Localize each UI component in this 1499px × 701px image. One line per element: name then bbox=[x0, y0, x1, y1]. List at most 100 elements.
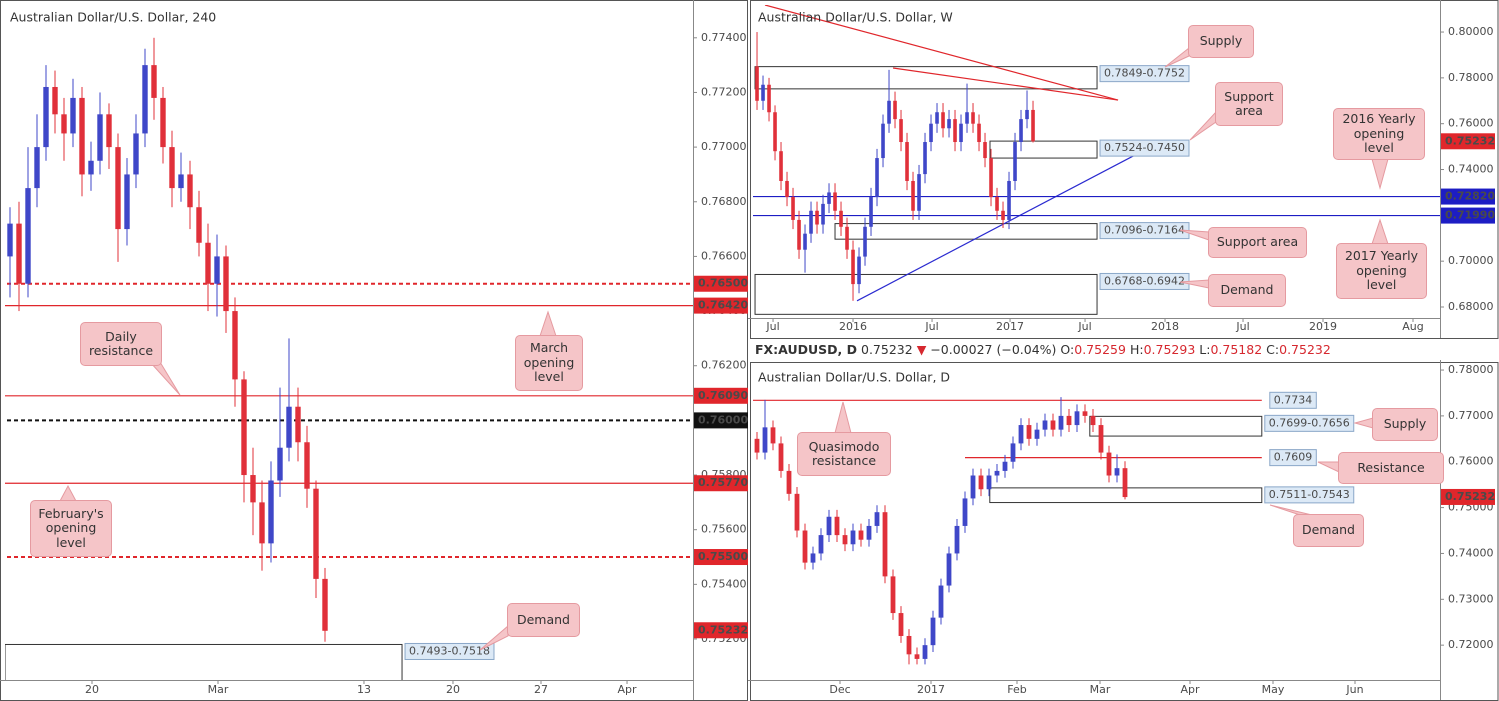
candle-body bbox=[899, 119, 903, 143]
y-tick-label: 0.78000 bbox=[1448, 71, 1494, 84]
candle-body bbox=[977, 123, 981, 143]
candle-body bbox=[277, 447, 283, 481]
zone-label: 0.7511-0.7543 bbox=[1269, 488, 1350, 501]
plot-area bbox=[753, 397, 1263, 665]
candle-body bbox=[962, 498, 968, 526]
candle-body bbox=[34, 147, 40, 189]
candle-body bbox=[983, 142, 987, 159]
candle-body bbox=[833, 192, 837, 211]
price-tag bbox=[694, 622, 748, 639]
plot-area bbox=[5, 37, 693, 680]
candle-body bbox=[930, 617, 936, 646]
x-tick-label: 2017 bbox=[996, 320, 1024, 333]
x-tick-label: Mar bbox=[1090, 683, 1111, 696]
x-tick-label: 27 bbox=[534, 683, 548, 696]
zone-label-box bbox=[1099, 65, 1190, 83]
price-tag-label: 0.75232 bbox=[1445, 490, 1495, 503]
y-tick-label: 0.70000 bbox=[1448, 254, 1494, 267]
candle-body bbox=[851, 249, 855, 285]
candle-body bbox=[778, 443, 784, 471]
candle-body bbox=[88, 160, 94, 175]
candle-body bbox=[839, 210, 843, 227]
candle-body bbox=[914, 654, 920, 659]
candle-body bbox=[169, 147, 175, 189]
candle-body bbox=[845, 226, 849, 250]
price-tag-label: 0.76090 bbox=[698, 389, 748, 402]
x-tick-label: Dec bbox=[829, 683, 850, 696]
price-tag-label: 0.76420 bbox=[698, 299, 748, 312]
pointer bbox=[1371, 218, 1389, 245]
price-tag-label: 0.76000 bbox=[698, 413, 748, 426]
pointer bbox=[834, 401, 852, 434]
symbol: FX:AUDUSD, D bbox=[755, 342, 857, 357]
candle-body bbox=[142, 65, 148, 134]
candle-body bbox=[1007, 180, 1011, 220]
panel-border bbox=[750, 0, 1499, 339]
chart-panel: Australian Dollar/U.S. Dollar, D 0.72000 0… bbox=[748, 360, 1495, 700]
callout: Resistance bbox=[1338, 452, 1444, 484]
candle-body bbox=[1013, 142, 1017, 181]
candle-body bbox=[767, 84, 771, 113]
candle-body bbox=[773, 112, 777, 152]
trendline bbox=[892, 67, 1119, 101]
y-tick-label: 0.72000 bbox=[1448, 638, 1494, 651]
candle-body bbox=[954, 525, 960, 554]
x-tick-label: Jul bbox=[924, 320, 938, 333]
callout: Demand bbox=[1208, 274, 1286, 307]
open-label: O: bbox=[1060, 342, 1075, 357]
x-tick-label: 2017 bbox=[917, 683, 945, 696]
candle-body bbox=[761, 84, 765, 101]
candle-body bbox=[850, 530, 856, 545]
price-tag-label: 0.75232 bbox=[698, 623, 748, 636]
candle-body bbox=[978, 475, 984, 490]
zone bbox=[754, 66, 1098, 90]
candle-body bbox=[1074, 411, 1080, 426]
zone-label: 0.7849-0.7752 bbox=[1104, 67, 1185, 80]
open-value: 0.75259 bbox=[1074, 342, 1126, 357]
candle-body bbox=[994, 470, 1000, 476]
x-tick-label: 2016 bbox=[839, 320, 867, 333]
x-tick-label: Aug bbox=[1402, 320, 1423, 333]
candle-body bbox=[898, 613, 904, 636]
callout-pointers bbox=[59, 46, 1389, 651]
candle-body bbox=[124, 174, 130, 230]
candle-body bbox=[875, 158, 879, 198]
candle-body bbox=[259, 502, 265, 544]
zone-label: 0.6768-0.6942 bbox=[1104, 274, 1185, 287]
zone-label: 0.7493-0.7518 bbox=[409, 644, 490, 657]
chart-title: Australian Dollar/U.S. Dollar, D bbox=[758, 370, 950, 385]
candle-body bbox=[970, 475, 976, 499]
last-price: 0.75232 bbox=[861, 342, 913, 357]
candle-body bbox=[1122, 468, 1128, 498]
y-tick-label: 0.75400 bbox=[701, 577, 747, 590]
candle-body bbox=[61, 114, 67, 134]
candle-body bbox=[322, 578, 328, 631]
zone-label-box bbox=[1099, 139, 1190, 157]
candle-body bbox=[810, 553, 816, 563]
x-tick-label: Mar bbox=[208, 683, 229, 696]
candle-body bbox=[7, 223, 13, 257]
candle-body bbox=[989, 158, 993, 198]
candle-body bbox=[25, 188, 31, 284]
callout: Quasimodo resistance bbox=[797, 432, 891, 476]
candle-body bbox=[1090, 415, 1096, 426]
candle-body bbox=[906, 635, 912, 655]
candle-body bbox=[922, 645, 928, 659]
callout: Support area bbox=[1208, 227, 1307, 258]
low-label: L: bbox=[1199, 342, 1211, 357]
zone-label-box bbox=[404, 642, 495, 660]
zone-label-box bbox=[1264, 414, 1355, 432]
callout: 2017 Yearly opening level bbox=[1336, 243, 1427, 299]
y-tick-label: 0.77200 bbox=[701, 85, 747, 98]
price-tag bbox=[1441, 207, 1495, 224]
candle-body bbox=[866, 525, 872, 540]
x-tick-label: May bbox=[1262, 683, 1285, 696]
candle-body bbox=[268, 480, 274, 544]
x-tick-label: Jul bbox=[1235, 320, 1249, 333]
candle-body bbox=[947, 119, 951, 129]
pointer bbox=[148, 361, 181, 396]
candle-body bbox=[827, 192, 831, 204]
price-tag bbox=[694, 412, 748, 429]
callout: March opening level bbox=[515, 335, 583, 391]
